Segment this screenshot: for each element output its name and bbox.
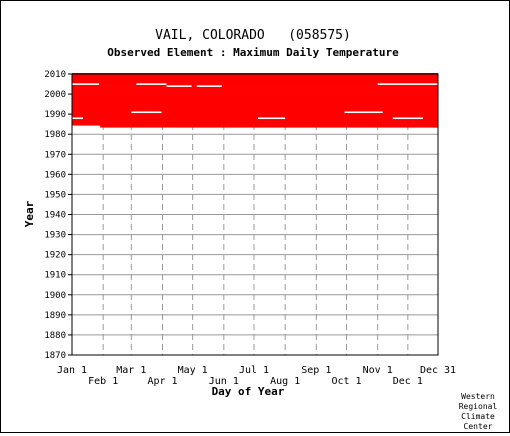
data-row	[72, 79, 438, 82]
x-tick-label-upper: May 1	[178, 365, 208, 376]
data-layer	[72, 72, 439, 128]
data-row	[72, 75, 438, 78]
credit-line-4: Center	[464, 422, 493, 431]
y-tick-label: 1930	[44, 231, 66, 241]
data-row	[72, 115, 438, 118]
data-row	[72, 93, 438, 96]
data-row	[72, 85, 438, 88]
missing-data-segment	[258, 117, 286, 120]
data-row	[72, 87, 438, 90]
chart-title: VAIL, COLORADO (058575)	[155, 28, 351, 43]
data-row	[72, 99, 438, 102]
missing-data-segment	[344, 111, 383, 114]
y-tick-label: 2010	[44, 70, 66, 80]
grid-layer	[72, 73, 438, 356]
y-tick-label: 1970	[44, 150, 66, 160]
x-tick-label-upper: Dec 31	[420, 365, 456, 376]
x-tick-label-lower: Oct 1	[331, 376, 361, 387]
data-row	[72, 119, 438, 122]
data-row	[72, 105, 438, 108]
x-tick-label-lower: Apr 1	[147, 376, 177, 387]
x-tick-label-lower: Dec 1	[393, 376, 423, 387]
data-row	[72, 83, 438, 86]
y-tick-label: 1980	[44, 130, 66, 140]
data-row	[72, 89, 438, 92]
x-tick-label-upper: Sep 1	[301, 365, 331, 376]
y-tick-label: 2000	[44, 90, 66, 100]
y-tick-label: 1960	[44, 170, 66, 180]
data-row	[72, 109, 438, 112]
data-row	[72, 97, 438, 100]
y-tick-label: 1890	[44, 311, 66, 321]
data-row	[72, 101, 438, 104]
x-tick-label-upper: Jan 1	[57, 365, 87, 376]
data-row	[72, 117, 438, 120]
credit-line-2: Regional	[459, 402, 498, 411]
data-row	[72, 95, 438, 98]
x-tick-label-upper: Mar 1	[116, 365, 146, 376]
credit-line-3: Climate	[461, 412, 495, 421]
y-axis-label: Year	[23, 200, 36, 227]
missing-data-segment	[136, 83, 167, 85]
y-tick-label: 1910	[44, 271, 66, 281]
data-row	[100, 125, 439, 128]
data-row	[72, 91, 438, 94]
credit-block: Western Regional Climate Center	[459, 392, 498, 431]
missing-data-segment	[377, 83, 438, 85]
y-tick-label: 1870	[44, 351, 66, 361]
data-row	[72, 103, 438, 106]
credit-line-1: Western	[461, 392, 495, 401]
missing-data-segment	[131, 111, 162, 114]
y-tick-label: 1940	[44, 211, 66, 221]
x-axis-label: Day of Year	[212, 385, 285, 398]
data-row	[72, 77, 438, 80]
x-tick-label-upper: Jul 1	[239, 365, 269, 376]
y-tick-label: 1880	[44, 331, 66, 341]
y-tick-label: 1920	[44, 251, 66, 261]
x-tick-label-upper: Nov 1	[363, 365, 393, 376]
data-row	[72, 81, 438, 84]
data-row	[72, 107, 438, 110]
y-tick-labels: 2010 2000 1990 1980 1970 1960 1950 1940 1930 1920…	[44, 70, 72, 361]
missing-data-segment	[72, 117, 84, 120]
y-tick-label: 1900	[44, 291, 66, 301]
x-tick-label-lower: Feb 1	[88, 376, 118, 387]
data-row	[72, 111, 438, 114]
y-tick-label: 1950	[44, 190, 66, 200]
x-tick-labels: Jan 1 Mar 1 May 1 Jul 1 Sep 1 Nov 1 Dec 31 Feb …	[57, 365, 456, 387]
x-tick-label-lower: Aug 1	[270, 376, 300, 387]
data-row	[72, 121, 438, 124]
missing-data-segment	[166, 85, 192, 87]
missing-data-segment	[72, 83, 100, 85]
x-tick-label-lower: Jun 1	[209, 376, 239, 387]
data-row	[72, 113, 438, 116]
missing-data-segment	[392, 117, 423, 120]
missing-data-segment	[196, 85, 222, 87]
data-row	[72, 123, 438, 126]
y-tick-label: 1990	[44, 110, 66, 120]
chart-subtitle: Observed Element : Maximum Daily Tempera…	[107, 46, 399, 59]
